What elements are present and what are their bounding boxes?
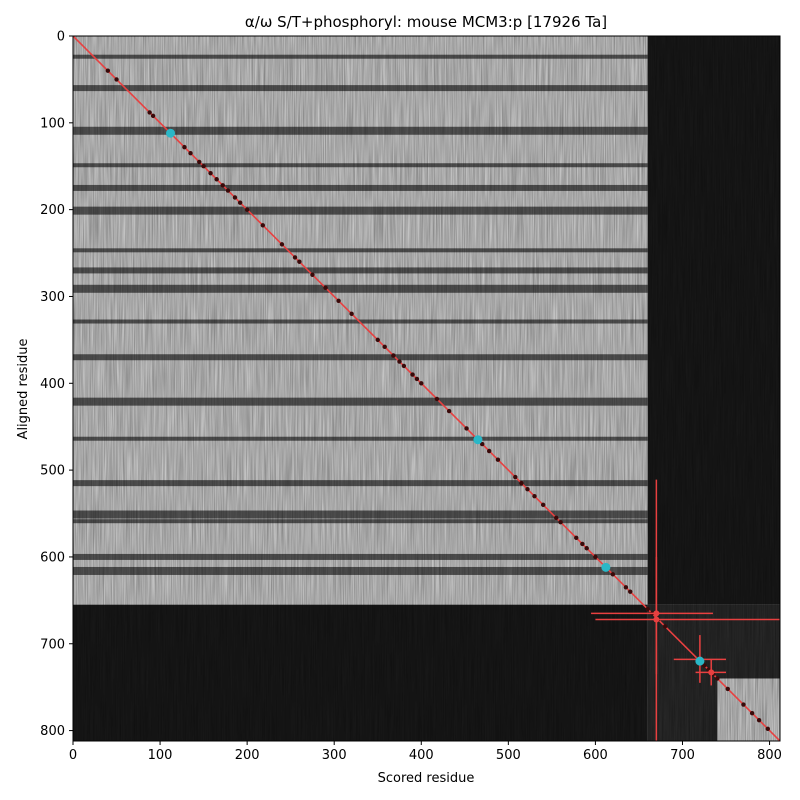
chart-title: α/ω S/T+phosphoryl: mouse MCM3:p [17926 … — [245, 13, 607, 31]
diagonal-dot — [558, 520, 563, 525]
diagonal-dot — [237, 200, 243, 205]
y-tick-label: 700 — [40, 637, 65, 652]
diagonal-dot — [297, 259, 302, 264]
y-axis-ticks: 0 100 200 300 400 500 600 700 800 — [40, 30, 73, 739]
diagonal-dot — [114, 77, 119, 82]
diagonal-dot — [446, 408, 452, 414]
diagonal-dot — [495, 457, 501, 462]
diagonal-dot — [525, 487, 530, 492]
diagonal-dot — [410, 372, 415, 377]
x-axis-ticks: 0 100 200 300 400 500 600 700 800 — [69, 741, 782, 763]
x-tick-label: 100 — [148, 748, 173, 763]
diagonal-dot — [662, 624, 668, 629]
diagonal-dot — [464, 426, 469, 431]
x-tick-label: 400 — [409, 748, 434, 763]
diagonal-dot — [584, 546, 589, 551]
y-tick-label: 200 — [40, 203, 65, 218]
diagonal-dot — [188, 151, 193, 156]
diagonal-dot — [232, 195, 238, 200]
y-tick-label: 500 — [40, 464, 65, 479]
x-tick-label: 200 — [235, 748, 260, 763]
y-tick-label: 300 — [40, 290, 65, 305]
site-marker — [166, 128, 176, 138]
diagonal-dot — [201, 164, 206, 169]
diagonal-dot — [391, 353, 396, 358]
x-tick-label: 700 — [670, 748, 695, 763]
diagonal-dot — [623, 585, 629, 590]
y-tick-label: 400 — [40, 377, 65, 392]
diagonal-dot — [702, 663, 707, 668]
diagonal-dot — [197, 159, 202, 165]
diagonal-dot — [610, 572, 616, 577]
x-tick-label: 800 — [757, 748, 782, 763]
diagonal-dot — [105, 68, 111, 73]
error-cross-center — [653, 610, 660, 617]
y-tick-label: 100 — [40, 116, 65, 131]
site-marker — [473, 435, 483, 445]
y-tick-label: 0 — [57, 30, 65, 45]
x-tick-label: 500 — [496, 748, 521, 763]
diagonal-dot — [725, 686, 730, 692]
diagonal-dot — [554, 515, 559, 521]
diagonal-dot — [715, 676, 720, 681]
diagonal-dot — [310, 272, 315, 277]
diagonal-dot — [540, 502, 546, 508]
plot-frame — [72, 35, 781, 742]
diagonal-dot — [401, 363, 407, 369]
x-tick-label: 0 — [69, 748, 77, 763]
diagonal-dot — [765, 726, 771, 732]
diagonal-dot — [414, 376, 420, 382]
diagonal-dot — [628, 589, 633, 594]
diagonal-dot — [513, 474, 518, 480]
diagonal-dot — [382, 344, 387, 350]
diagonal-dot — [375, 337, 380, 343]
diagonal-dot — [741, 702, 746, 707]
diagonal-dot — [279, 242, 285, 247]
y-tick-label: 800 — [40, 724, 65, 739]
diagonal-dot — [434, 396, 440, 402]
error-cross-center — [708, 669, 715, 676]
diagonal-dot — [756, 717, 762, 723]
diagonal-dot — [397, 359, 402, 364]
diagonal-dot — [292, 255, 298, 260]
diagonal-dot — [519, 480, 524, 486]
diagonal-dot — [532, 493, 537, 499]
plot-area — [73, 36, 780, 741]
diagonal-dot — [336, 298, 341, 304]
diagonal-dot — [182, 144, 187, 150]
diagonal-dot — [480, 441, 485, 447]
diagonal-dot — [323, 285, 328, 290]
diagonal-dot — [150, 113, 156, 119]
site-marker — [695, 656, 705, 666]
error-cross — [591, 556, 713, 675]
diagonal-dot — [574, 535, 579, 541]
diagonal-dot — [419, 381, 424, 386]
diagonal-dot — [208, 170, 213, 176]
x-tick-label: 300 — [322, 748, 347, 763]
diagonal-dot — [580, 541, 585, 547]
y-tick-label: 600 — [40, 550, 65, 565]
site-markers — [166, 128, 705, 666]
diagonal-dot — [486, 448, 492, 454]
diagonal-dot — [645, 606, 650, 612]
diagonal-dot — [749, 711, 755, 716]
diagonal-dot — [593, 554, 598, 560]
site-marker — [601, 562, 611, 572]
x-axis-label: Scored residue — [378, 771, 475, 786]
diagonal-dot — [214, 177, 219, 182]
diagonal-dot — [260, 223, 266, 228]
x-tick-label: 600 — [583, 748, 608, 763]
y-axis-label: Aligned residue — [16, 339, 31, 440]
diagonal-dots — [105, 68, 771, 732]
diagonal-dot — [220, 183, 225, 188]
diagonal-dot — [244, 207, 250, 212]
diagonal-dot — [349, 311, 354, 317]
diagonal-dot — [225, 188, 231, 193]
error-cross — [695, 659, 727, 686]
diagonal-dot — [147, 110, 152, 115]
